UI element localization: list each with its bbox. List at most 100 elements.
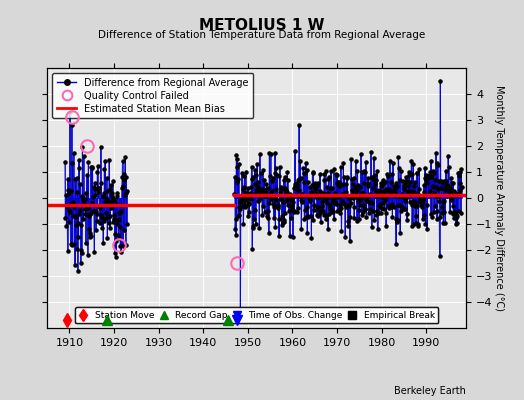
Point (274, 202, 282, 208)
Point (242, 192, 250, 198)
Point (253, 191, 261, 198)
Point (436, 214, 444, 220)
Point (430, 209, 438, 215)
Point (429, 183, 437, 189)
Point (405, 169, 413, 175)
Point (117, 249, 125, 256)
Point (101, 198, 109, 205)
Point (321, 197, 329, 203)
Point (447, 174, 455, 181)
Point (414, 186, 423, 192)
Point (101, 214, 110, 221)
Point (389, 190, 397, 196)
Point (239, 220, 247, 227)
Point (99, 193, 107, 199)
Point (403, 217, 411, 224)
Point (294, 186, 303, 193)
Point (373, 207, 381, 214)
Point (302, 204, 311, 210)
Point (114, 235, 123, 241)
Point (265, 230, 273, 236)
Point (287, 215, 296, 221)
Point (115, 216, 123, 222)
Point (422, 177, 430, 184)
Point (407, 157, 416, 164)
Point (322, 200, 331, 207)
Point (332, 201, 341, 208)
Point (375, 202, 383, 208)
Point (435, 253, 444, 259)
Point (350, 174, 358, 181)
Point (114, 216, 122, 223)
Point (267, 196, 276, 202)
Point (233, 164, 241, 170)
Point (391, 186, 400, 192)
Point (297, 226, 305, 232)
Point (313, 204, 321, 210)
Point (392, 218, 401, 225)
Point (390, 188, 398, 194)
Point (275, 216, 283, 223)
Point (442, 177, 451, 184)
Point (435, 198, 443, 205)
Point (347, 193, 356, 200)
Point (384, 187, 392, 194)
Point (284, 201, 292, 208)
Point (233, 156, 241, 162)
Point (278, 213, 286, 220)
Point (442, 182, 451, 188)
Point (246, 190, 254, 197)
Point (363, 198, 371, 204)
Point (257, 189, 266, 196)
Point (122, 174, 130, 180)
Point (289, 234, 297, 240)
Point (232, 216, 240, 222)
Point (325, 174, 333, 180)
Point (358, 190, 367, 196)
Point (75, 211, 84, 218)
Point (291, 148, 299, 154)
Point (364, 175, 372, 181)
Point (255, 186, 263, 193)
Point (339, 181, 347, 187)
Point (405, 199, 413, 205)
Point (379, 200, 388, 206)
Point (377, 210, 386, 216)
Point (83, 172, 91, 178)
Point (400, 179, 409, 186)
Point (122, 242, 130, 248)
Point (406, 192, 414, 198)
Point (444, 152, 452, 159)
Point (425, 191, 433, 198)
Point (370, 193, 379, 199)
Point (366, 191, 374, 197)
Point (364, 210, 373, 216)
Point (381, 197, 389, 204)
Point (319, 190, 328, 196)
Point (261, 190, 269, 196)
Point (248, 176, 256, 182)
Point (266, 151, 275, 157)
Point (391, 216, 400, 222)
Point (336, 209, 344, 216)
Point (65, 207, 73, 214)
Point (320, 171, 329, 177)
Point (452, 215, 460, 222)
Point (281, 184, 289, 191)
Point (316, 219, 325, 225)
Point (69, 150, 78, 156)
Point (403, 189, 412, 196)
Point (431, 193, 440, 200)
Point (276, 164, 284, 170)
Point (238, 170, 246, 176)
Point (71, 262, 79, 268)
Point (311, 185, 319, 192)
Point (456, 209, 465, 216)
Point (283, 169, 291, 175)
Point (302, 160, 310, 166)
Point (353, 187, 361, 193)
Point (417, 195, 425, 202)
Point (113, 190, 122, 196)
Point (301, 170, 309, 177)
Point (450, 187, 458, 194)
